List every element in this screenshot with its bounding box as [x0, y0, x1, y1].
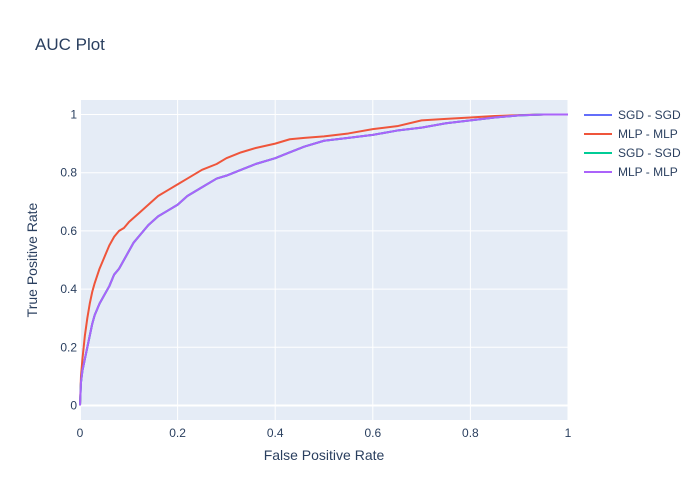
y-tick-label: 0.4: [60, 282, 77, 296]
x-tick-label: 0.6: [364, 426, 381, 440]
y-tick-label: 0: [70, 398, 77, 412]
legend-label[interactable]: SGD - SGD: [618, 146, 681, 160]
y-axis-title: True Positive Rate: [24, 202, 40, 317]
y-tick-label: 0.6: [60, 224, 77, 238]
legend-label[interactable]: SGD - SGD: [618, 108, 681, 122]
x-tick-label: 1: [565, 426, 572, 440]
grid-lines: [79, 100, 569, 420]
legend-label[interactable]: MLP - MLP: [618, 127, 678, 141]
x-tick-label: 0: [77, 426, 84, 440]
legend: SGD - SGD MLP - MLP SGD - SGD MLP - MLP: [584, 108, 681, 179]
y-axis-ticks: 0 0.2 0.4 0.6 0.8 1: [60, 108, 77, 413]
y-tick-label: 0.2: [60, 340, 77, 354]
y-tick-label: 0.8: [60, 166, 77, 180]
x-axis-title: False Positive Rate: [264, 447, 385, 463]
series-line-2: [79, 113, 568, 406]
x-tick-label: 0.2: [169, 426, 186, 440]
chart-title: AUC Plot: [35, 35, 105, 54]
plot-area: [80, 100, 568, 420]
x-tick-label: 0.8: [462, 426, 479, 440]
legend-label[interactable]: MLP - MLP: [618, 165, 678, 179]
x-axis-ticks: 0 0.2 0.4 0.6 0.8 1: [77, 426, 572, 440]
series-line-4: [79, 113, 568, 406]
series-lines: [79, 113, 568, 406]
y-tick-label: 1: [70, 108, 77, 122]
x-tick-label: 0.4: [267, 426, 284, 440]
